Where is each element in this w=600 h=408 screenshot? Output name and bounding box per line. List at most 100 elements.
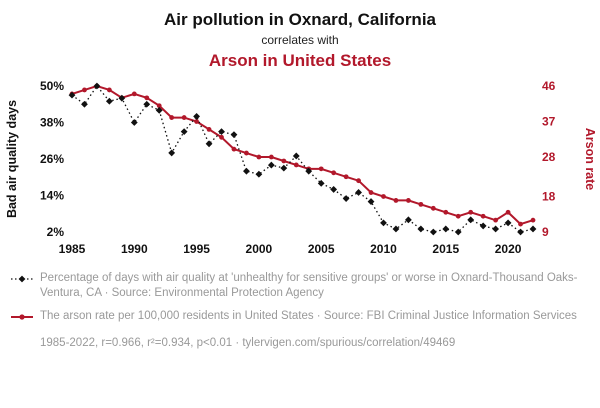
circle-marker <box>530 217 536 223</box>
circle-marker <box>443 209 449 215</box>
left-tick-label: 26% <box>40 152 64 166</box>
diamond-marker <box>218 127 225 135</box>
x-tick-label: 2015 <box>432 242 459 256</box>
diamond-marker <box>243 167 250 175</box>
circle-marker <box>356 177 361 183</box>
page-title: Air pollution in Oxnard, California <box>163 10 436 29</box>
circle-marker <box>480 213 486 219</box>
diamond-marker <box>342 194 350 202</box>
diamond-marker <box>405 215 412 223</box>
right-tick-label: 18 <box>542 189 556 203</box>
stats-footer: 1985-2022, r=0.966, r²=0.934, p<0.01 · t… <box>40 337 456 350</box>
circle-marker <box>318 165 324 171</box>
chart-area: 50% 38% 26% 14% 2% 46 37 28 18 9 1985 1990 1995 2000 2… <box>0 72 600 267</box>
diamond-marker <box>180 127 188 135</box>
circle-marker <box>244 150 249 155</box>
circle-marker <box>219 134 224 140</box>
x-tick-label: 2000 <box>246 242 273 256</box>
circle-marker <box>82 87 87 92</box>
circle-marker <box>169 114 175 120</box>
legend-text-air-quality: Percentage of days with air quality at '… <box>40 271 578 300</box>
circle-marker <box>144 94 150 100</box>
diamond-marker <box>68 91 76 99</box>
diamond-marker <box>130 118 138 126</box>
legend-item-arson-rate: The arson rate per 100,000 residents in … <box>10 309 584 329</box>
diamond-marker <box>454 228 462 235</box>
circle-marker <box>194 118 199 124</box>
diamond-marker <box>392 225 400 232</box>
x-tick-label: 2020 <box>495 242 522 256</box>
diamond-marker <box>255 170 263 178</box>
diamond-marker <box>280 164 288 172</box>
circle-marker <box>181 114 187 120</box>
chart-canvas: 50% 38% 26% 14% 2% 46 37 28 18 9 1985 1990 1995 2000 2… <box>5 79 597 256</box>
circle-marker <box>468 209 474 215</box>
circle-marker <box>381 193 386 199</box>
circle-marker <box>430 205 436 211</box>
diamond-marker <box>492 225 500 232</box>
circle-marker <box>131 90 137 96</box>
left-tick-label: 14% <box>40 188 64 202</box>
diamond-marker <box>367 197 375 205</box>
left-tick-label: 50% <box>40 79 64 93</box>
x-tick-label: 1985 <box>59 242 86 256</box>
left-tick-label: 38% <box>40 115 64 129</box>
circle-marker <box>493 217 499 223</box>
diamond-marker <box>230 130 238 138</box>
circle-marker <box>418 201 424 207</box>
dotted-diamond-series-icon <box>10 271 34 291</box>
diamond-marker <box>305 167 313 175</box>
circle-marker <box>231 146 237 152</box>
diamond-marker <box>317 179 325 187</box>
circle-marker <box>156 102 162 108</box>
circle-marker <box>293 162 299 167</box>
solid-dot-series-icon <box>10 309 34 329</box>
circle-marker <box>518 221 523 227</box>
right-tick-label: 46 <box>542 79 556 93</box>
circle-marker <box>256 154 262 159</box>
correlates-with-label: correlates with <box>261 33 339 48</box>
diamond-marker <box>330 185 338 193</box>
diamond-marker <box>380 218 387 226</box>
diamond-marker <box>193 112 200 120</box>
diamond-marker <box>105 97 113 105</box>
left-axis-label: Bad air quality days <box>5 99 19 217</box>
x-tick-label: 1990 <box>121 242 148 256</box>
circle-marker <box>455 213 461 219</box>
circle-marker <box>505 209 511 215</box>
diamond-marker <box>504 218 512 226</box>
right-axis-label: Arson rate <box>583 127 597 190</box>
legend-text-arson-rate: The arson rate per 100,000 residents in … <box>40 309 577 322</box>
diamond-marker <box>292 152 300 159</box>
diamond-marker <box>467 215 475 223</box>
right-tick-label: 28 <box>542 150 556 164</box>
circle-marker <box>343 173 349 179</box>
diamond-marker <box>143 100 151 108</box>
right-tick-label: 9 <box>542 225 549 239</box>
diamond-marker <box>529 225 537 232</box>
series-arson-rate <box>69 83 536 227</box>
diamond-marker <box>93 82 101 89</box>
legend: Percentage of days with air quality at '… <box>0 267 600 352</box>
right-tick-label: 37 <box>542 114 556 128</box>
circle-marker <box>368 189 374 195</box>
circle-marker <box>406 197 411 203</box>
diamond-marker <box>168 149 176 156</box>
diamond-marker <box>442 225 450 232</box>
diamond-marker <box>479 222 487 229</box>
diamond-marker <box>517 228 524 235</box>
series-air-quality <box>68 82 537 235</box>
legend-item-air-quality: Percentage of days with air quality at '… <box>10 271 584 302</box>
circle-marker <box>206 126 212 132</box>
circle-marker <box>268 154 274 159</box>
diamond-marker <box>429 228 437 235</box>
circle-marker <box>331 169 337 175</box>
diamond-marker <box>118 94 126 102</box>
diamond-marker <box>417 225 425 232</box>
x-tick-label: 1995 <box>183 242 210 256</box>
circle-marker <box>106 87 112 92</box>
diamond-marker <box>355 188 362 196</box>
left-tick-label: 2% <box>47 225 65 239</box>
diamond-marker <box>267 161 275 168</box>
